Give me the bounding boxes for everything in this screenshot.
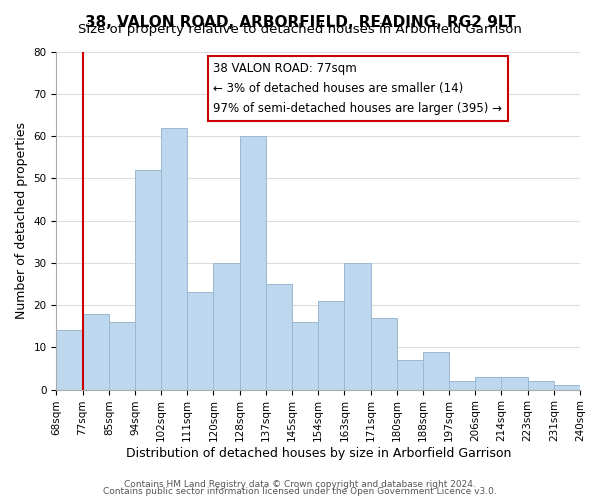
Bar bbox=[161, 128, 187, 390]
Bar bbox=[214, 263, 239, 390]
Y-axis label: Number of detached properties: Number of detached properties bbox=[15, 122, 28, 319]
Bar bbox=[109, 322, 135, 390]
Bar bbox=[554, 386, 580, 390]
Text: 38 VALON ROAD: 77sqm
← 3% of detached houses are smaller (14)
97% of semi-detach: 38 VALON ROAD: 77sqm ← 3% of detached ho… bbox=[214, 62, 502, 114]
Bar bbox=[318, 301, 344, 390]
Bar bbox=[371, 318, 397, 390]
Bar bbox=[239, 136, 266, 390]
Text: 38, VALON ROAD, ARBORFIELD, READING, RG2 9LT: 38, VALON ROAD, ARBORFIELD, READING, RG2… bbox=[85, 15, 515, 30]
Text: Contains HM Land Registry data © Crown copyright and database right 2024.: Contains HM Land Registry data © Crown c… bbox=[124, 480, 476, 489]
Bar bbox=[83, 314, 109, 390]
Bar bbox=[397, 360, 423, 390]
Bar bbox=[502, 377, 527, 390]
Bar bbox=[475, 377, 502, 390]
Bar bbox=[135, 170, 161, 390]
Bar bbox=[344, 263, 371, 390]
Bar bbox=[187, 292, 214, 390]
Text: Size of property relative to detached houses in Arborfield Garrison: Size of property relative to detached ho… bbox=[78, 22, 522, 36]
Bar bbox=[266, 284, 292, 390]
X-axis label: Distribution of detached houses by size in Arborfield Garrison: Distribution of detached houses by size … bbox=[125, 447, 511, 460]
Bar bbox=[423, 352, 449, 390]
Bar bbox=[56, 330, 83, 390]
Text: Contains public sector information licensed under the Open Government Licence v3: Contains public sector information licen… bbox=[103, 487, 497, 496]
Bar bbox=[292, 322, 318, 390]
Bar bbox=[449, 381, 475, 390]
Bar bbox=[527, 381, 554, 390]
